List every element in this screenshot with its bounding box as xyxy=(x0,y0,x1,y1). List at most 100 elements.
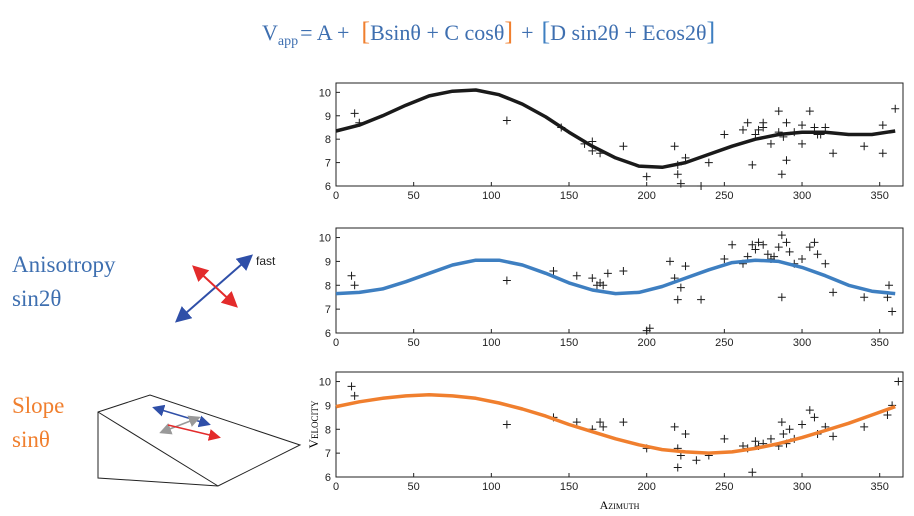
data-point xyxy=(777,293,786,302)
data-point xyxy=(751,245,760,254)
data-point xyxy=(673,170,682,179)
data-point xyxy=(860,293,869,302)
data-point xyxy=(502,116,511,125)
data-point xyxy=(645,324,654,333)
x-tick-label: 0 xyxy=(333,337,339,349)
y-tick-label: 8 xyxy=(325,134,331,146)
data-point xyxy=(860,142,869,151)
data-point xyxy=(599,422,608,431)
data-point xyxy=(692,456,701,465)
x-tick-label: 50 xyxy=(408,337,420,349)
data-point xyxy=(777,231,786,240)
fit-curve xyxy=(335,88,896,170)
x-tick-label: 50 xyxy=(408,481,420,493)
data-point xyxy=(821,123,830,132)
x-tick-label: 300 xyxy=(793,481,811,493)
data-point xyxy=(572,418,581,427)
data-point xyxy=(704,158,713,167)
equation-part: D sin2θ + Ecos2θ xyxy=(550,20,706,45)
x-tick-label: 350 xyxy=(871,481,889,493)
data-point xyxy=(502,420,511,429)
x-tick-label: 350 xyxy=(871,190,889,202)
data-point xyxy=(805,107,814,116)
data-point xyxy=(779,430,788,439)
data-point xyxy=(888,307,897,316)
data-point xyxy=(596,418,605,427)
data-point xyxy=(813,250,822,259)
x-tick-label: 350 xyxy=(871,337,889,349)
annotation-title: Anisotropy xyxy=(12,252,116,277)
data-point xyxy=(619,266,628,275)
data-point xyxy=(798,139,807,148)
data-point xyxy=(798,121,807,130)
y-tick-label: 9 xyxy=(325,111,331,123)
data-point xyxy=(670,142,679,151)
x-tick-label: 200 xyxy=(638,481,656,493)
x-tick-label: 250 xyxy=(715,481,733,493)
data-point xyxy=(673,295,682,304)
slope-arrow xyxy=(159,415,201,435)
data-point xyxy=(878,149,887,158)
data-point xyxy=(885,281,894,290)
annotation-term: sinθ xyxy=(12,427,50,452)
data-point xyxy=(759,118,768,127)
x-tick-label: 0 xyxy=(333,481,339,493)
data-point xyxy=(883,410,892,419)
y-tick-label: 6 xyxy=(325,472,331,484)
data-point xyxy=(810,238,819,247)
equation-part: = A + xyxy=(300,20,349,45)
x-tick-label: 150 xyxy=(560,190,578,202)
fit-curve xyxy=(335,392,896,455)
data-point xyxy=(878,121,887,130)
data-point xyxy=(891,104,900,113)
data-point xyxy=(681,153,690,162)
data-point xyxy=(805,406,814,415)
data-point xyxy=(774,107,783,116)
data-point xyxy=(350,281,359,290)
data-point xyxy=(502,276,511,285)
data-point xyxy=(549,266,558,275)
data-point xyxy=(599,281,608,290)
plot-frame xyxy=(335,82,904,187)
annotation-title: Slope xyxy=(12,393,64,418)
x-tick-label: 100 xyxy=(482,190,500,202)
bracket: [ xyxy=(542,17,551,46)
data-point xyxy=(347,382,356,391)
x-tick-label: 250 xyxy=(715,337,733,349)
data-point xyxy=(588,146,597,155)
data-point xyxy=(754,238,763,247)
y-tick-label: 7 xyxy=(325,304,331,316)
data-point xyxy=(810,123,819,132)
data-point xyxy=(805,243,814,252)
x-tick-label: 150 xyxy=(560,481,578,493)
data-point xyxy=(720,434,729,443)
y-tick-label: 7 xyxy=(325,158,331,170)
data-point xyxy=(676,283,685,292)
equation-part: + xyxy=(521,20,533,45)
x-tick-label: 250 xyxy=(715,190,733,202)
data-point xyxy=(774,243,783,252)
data-point xyxy=(894,377,903,386)
bracket: ] xyxy=(706,17,715,46)
data-point xyxy=(798,255,807,264)
x-tick-label: 200 xyxy=(638,190,656,202)
data-point xyxy=(754,125,763,134)
x-tick-label: 200 xyxy=(638,337,656,349)
data-point xyxy=(603,269,612,278)
data-point xyxy=(670,422,679,431)
data-point xyxy=(782,238,791,247)
data-point xyxy=(860,422,869,431)
data-point xyxy=(785,425,794,434)
data-point xyxy=(821,259,830,268)
data-point xyxy=(829,432,838,441)
data-point xyxy=(676,179,685,188)
data-point xyxy=(720,130,729,139)
data-point xyxy=(759,240,768,249)
data-point xyxy=(642,172,651,181)
x-tick-label: 150 xyxy=(560,337,578,349)
data-point xyxy=(720,255,729,264)
annotation-term: sin2θ xyxy=(12,286,61,311)
data-point xyxy=(738,125,747,134)
plot-frame xyxy=(335,227,904,334)
